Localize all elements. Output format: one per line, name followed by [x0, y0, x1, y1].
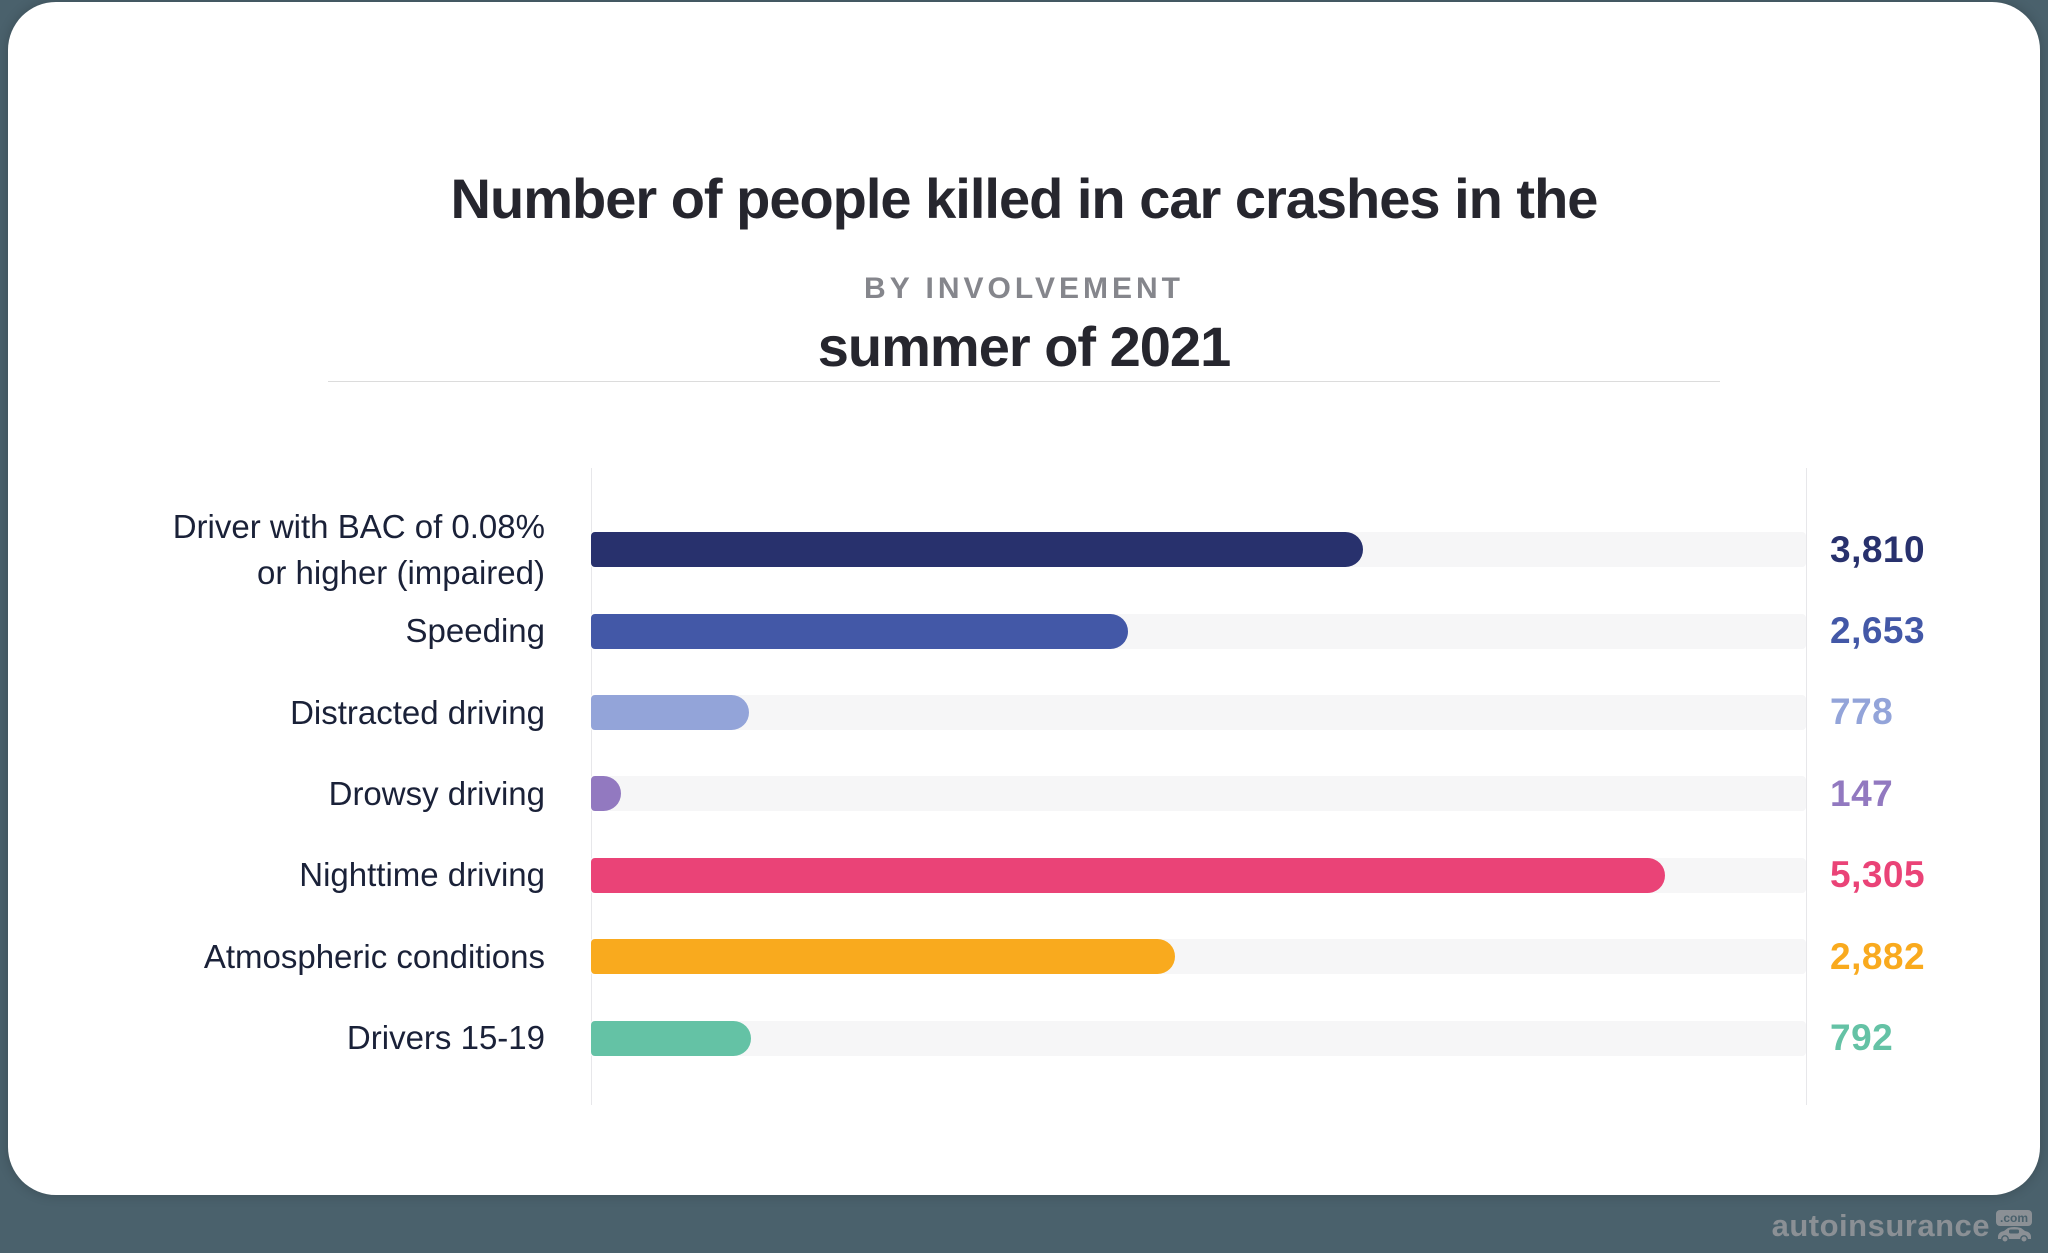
bar-row: Drivers 15-19 792	[0, 997, 2048, 1078]
value-label: 778	[1830, 691, 1894, 733]
category-label: Speeding	[405, 612, 545, 650]
bar-track	[591, 613, 1806, 649]
bar-track	[591, 776, 1806, 812]
category-label: Distracted driving	[290, 693, 545, 731]
bar-track	[591, 694, 1806, 730]
value-label: 147	[1830, 772, 1894, 814]
axis-line-right	[1806, 468, 1807, 1105]
value-label: 3,810	[1830, 528, 1926, 570]
value-label: 5,305	[1830, 854, 1926, 896]
category-label: Drivers 15-19	[346, 1019, 545, 1057]
watermark-text: autoinsurance	[1771, 1208, 1990, 1243]
value-label: 2,653	[1830, 610, 1926, 652]
bar	[591, 694, 749, 730]
bar-row: Nighttime driving 5,305	[0, 835, 2048, 916]
dot-com-badge: .com	[1995, 1209, 2032, 1226]
bar-row: Distracted driving 778	[0, 672, 2048, 753]
bar-track	[591, 1020, 1806, 1056]
category-label: Atmospheric conditions	[203, 937, 545, 975]
bar	[591, 1020, 752, 1056]
watermark: autoinsurance .com	[1772, 1208, 2034, 1244]
bar-track	[591, 857, 1806, 893]
chart-title: Number of people killed in car crashes i…	[0, 88, 2048, 384]
bar-row: Driver with BAC of 0.08% or higher (impa…	[0, 508, 2048, 591]
bar-rows: Driver with BAC of 0.08% or higher (impa…	[0, 508, 2048, 1079]
bar	[591, 613, 1129, 649]
chart-subtitle: BY INVOLVEMENT	[864, 272, 1184, 305]
bar	[591, 939, 1175, 975]
chart-title-line1: Number of people killed in car crashes i…	[450, 167, 1599, 230]
car-icon	[1998, 1226, 2031, 1243]
bar	[591, 532, 1363, 568]
bar	[591, 776, 621, 812]
chart-title-line2: summer of 2021	[817, 315, 1231, 378]
divider-line	[328, 381, 1720, 382]
watermark-logo: .com	[1994, 1209, 2034, 1243]
value-label: 792	[1830, 1017, 1894, 1059]
category-label: Nighttime driving	[299, 856, 545, 894]
bar-track	[591, 532, 1806, 568]
category-label: Driver with BAC of 0.08% or higher (impa…	[172, 508, 545, 591]
bar-row: Drowsy driving 147	[0, 753, 2048, 834]
bar-row: Atmospheric conditions 2,882	[0, 916, 2048, 997]
chart-card	[8, 2, 2040, 1195]
value-label: 2,882	[1830, 935, 1926, 977]
bar	[591, 857, 1666, 893]
category-label: Drowsy driving	[328, 775, 545, 813]
bar-track	[591, 939, 1806, 975]
bar-row: Speeding 2,653	[0, 590, 2048, 671]
